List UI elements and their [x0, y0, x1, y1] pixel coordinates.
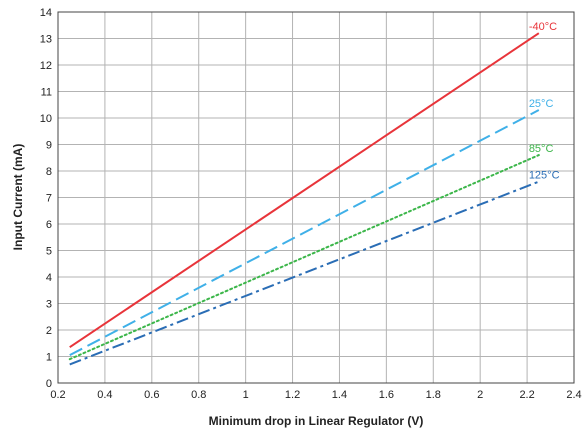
series-line [69, 180, 540, 366]
x-tick-label: 0.6 [144, 389, 159, 401]
x-tick-label: 1.2 [285, 389, 300, 401]
x-tick-label: 1 [243, 389, 249, 401]
y-tick-label: 11 [41, 87, 52, 99]
x-tick-label: 1.8 [426, 389, 441, 401]
y-tick-label: 9 [46, 140, 52, 152]
x-tick-label: 0.4 [97, 389, 112, 401]
y-axis-title: Input Current (mA) [11, 144, 25, 251]
series-label: 125°C [529, 170, 560, 182]
y-tick-label: 6 [46, 219, 52, 231]
series-line [69, 32, 540, 349]
y-tick-label: 8 [46, 166, 52, 178]
x-tick-label: 1.6 [379, 389, 394, 401]
series-line [69, 109, 540, 357]
y-tick-label: 10 [40, 113, 52, 125]
y-tick-label: 7 [46, 193, 52, 205]
series-line [68, 154, 540, 361]
y-tick-label: 4 [46, 272, 52, 284]
y-tick-label: 13 [40, 34, 52, 46]
series-label: -40°C [529, 21, 557, 33]
series-labels: -40°C 25°C 85°C 125°C [529, 21, 560, 181]
x-tick-label: 0.2 [50, 389, 65, 401]
x-tick-label: 2 [477, 389, 483, 401]
series-label: 25°C [529, 98, 554, 110]
y-tick-label: 0 [46, 378, 52, 390]
x-tick-label: 0.8 [191, 389, 206, 401]
y-tick-label: 3 [46, 299, 52, 311]
y-tick-label: 5 [46, 246, 52, 258]
y-tick-label: 1 [46, 352, 52, 364]
x-axis-title: Minimum drop in Linear Regulator (V) [209, 414, 424, 428]
plot-border [57, 11, 575, 384]
y-tick-label: 14 [40, 7, 52, 19]
x-tick-label: 2.4 [566, 389, 581, 401]
series-label: 85°C [529, 143, 554, 155]
x-axis-ticks: 0.2 0.4 0.6 0.8 1 1.2 1.4 1.6 1.8 2 2.2 2.4 [50, 389, 581, 401]
y-tick-label: 2 [46, 325, 52, 337]
x-tick-label: 1.4 [332, 389, 347, 401]
x-tick-label: 2.2 [519, 389, 534, 401]
y-tick-label: 12 [40, 60, 52, 72]
grid [58, 12, 574, 383]
series-layer [68, 32, 540, 366]
